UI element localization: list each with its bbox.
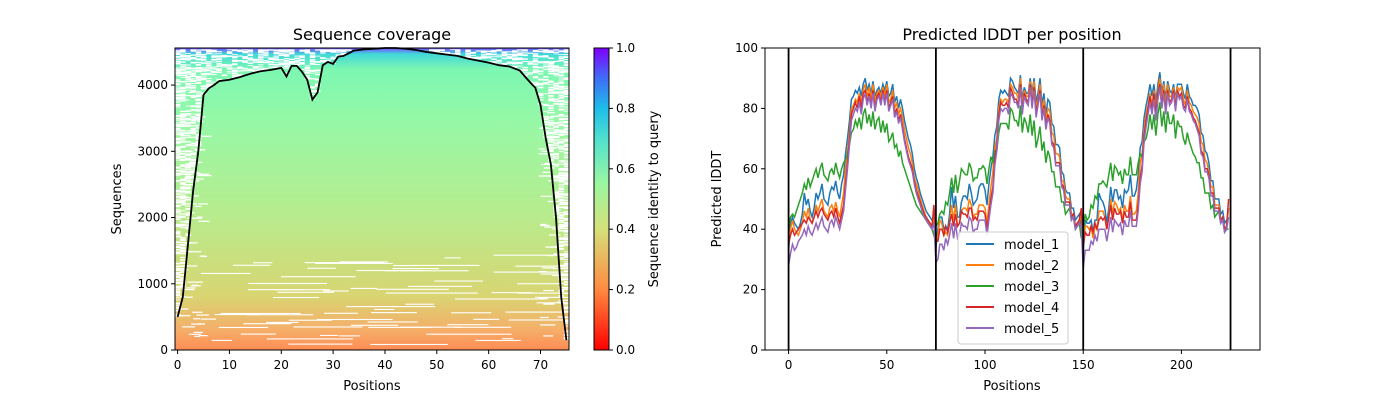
coverage-x-tick-label: 70 <box>533 358 548 372</box>
plddt-panel: Predicted lDDT per position 0 50 100 150 200… <box>710 25 1261 394</box>
plddt-y-tick-label: 100 <box>735 41 758 55</box>
coverage-y-tick-label: 1000 <box>137 277 168 291</box>
plddt-x-tick-label: 200 <box>1170 358 1193 372</box>
coverage-y-tick-label: 0 <box>160 343 168 357</box>
colorbar-tick-label: 1.0 <box>616 41 635 55</box>
coverage-x-tick-label: 10 <box>222 358 237 372</box>
legend-entries: model_1 model_2 model_3 model_4 model_5 <box>966 238 1059 337</box>
coverage-x-tick-label: 60 <box>481 358 496 372</box>
coverage-title: Sequence coverage <box>293 25 451 44</box>
plddt-series <box>787 72 1230 269</box>
plddt-y-label: Predicted lDDT <box>710 151 725 248</box>
legend-label-model_1: model_1 <box>1004 238 1059 253</box>
coverage-panel: Sequence coverage 0 10 20 30 40 50 60 70 0 1000 2… <box>110 25 662 394</box>
plddt-title: Predicted lDDT per position <box>902 25 1121 44</box>
plddt-y-tick-label: 40 <box>743 222 758 236</box>
coverage-x-label: Positions <box>343 379 401 394</box>
legend-label-model_4: model_4 <box>1004 301 1059 316</box>
coverage-heatmap-fill <box>175 48 569 350</box>
coverage-x-tick-label: 50 <box>429 358 444 372</box>
coverage-x-tick-label: 20 <box>274 358 289 372</box>
plddt-y-tick-label: 20 <box>743 283 758 297</box>
plddt-x-tick-label: 0 <box>785 358 793 372</box>
colorbar-tick-label: 0.2 <box>616 283 635 297</box>
plddt-x-label: Positions <box>983 379 1041 394</box>
legend-label-model_2: model_2 <box>1004 259 1059 274</box>
plddt-axes-frame <box>764 47 1261 351</box>
colorbar-tick-label: 0.0 <box>616 343 635 357</box>
plddt-x-ticks: 0 50 100 150 200 <box>785 350 1193 372</box>
coverage-x-tick-label: 0 <box>174 358 182 372</box>
coverage-y-ticks: 0 1000 2000 3000 4000 <box>137 78 175 357</box>
legend-label-model_5: model_5 <box>1004 322 1059 337</box>
coverage-x-ticks: 0 10 20 30 40 50 60 70 <box>174 350 548 372</box>
coverage-x-tick-label: 30 <box>325 358 340 372</box>
chain-boundaries <box>787 48 1232 350</box>
coverage-axes-frame <box>174 47 570 351</box>
plddt-y-tick-label: 80 <box>743 101 758 115</box>
coverage-x-tick-label: 40 <box>377 358 392 372</box>
legend: model_1 model_2 model_3 model_4 model_5 <box>957 231 1069 345</box>
coverage-y-tick-label: 4000 <box>137 78 168 92</box>
plddt-y-tick-label: 0 <box>750 343 758 357</box>
colorbar-ticks: 0.0 0.2 0.4 0.6 0.8 1.0 <box>609 41 635 357</box>
legend-box <box>957 231 1069 345</box>
coverage-y-tick-label: 3000 <box>137 144 168 158</box>
legend-label-model_3: model_3 <box>1004 280 1059 295</box>
colorbar-tick-label: 0.8 <box>616 101 635 115</box>
coverage-y-label: Sequences <box>110 163 125 234</box>
coverage-heatmap-gaps <box>175 49 569 346</box>
plddt-x-tick-label: 50 <box>879 358 894 372</box>
colorbar <box>593 47 610 351</box>
colorbar-label: Sequence identity to query <box>647 110 662 287</box>
coverage-y-tick-label: 2000 <box>137 211 168 225</box>
colorbar-tick-label: 0.6 <box>616 162 635 176</box>
series-line-model_3 <box>787 102 1229 239</box>
colorbar-tick-label: 0.4 <box>616 222 635 236</box>
coverage-line <box>176 47 568 341</box>
plddt-y-ticks: 0 20 40 60 80 100 <box>735 41 765 357</box>
plddt-x-tick-label: 150 <box>1072 358 1095 372</box>
plddt-x-tick-label: 100 <box>974 358 997 372</box>
coverage-heatmap <box>175 48 569 350</box>
series-line-model_5 <box>787 87 1230 269</box>
plddt-y-tick-label: 60 <box>743 162 758 176</box>
